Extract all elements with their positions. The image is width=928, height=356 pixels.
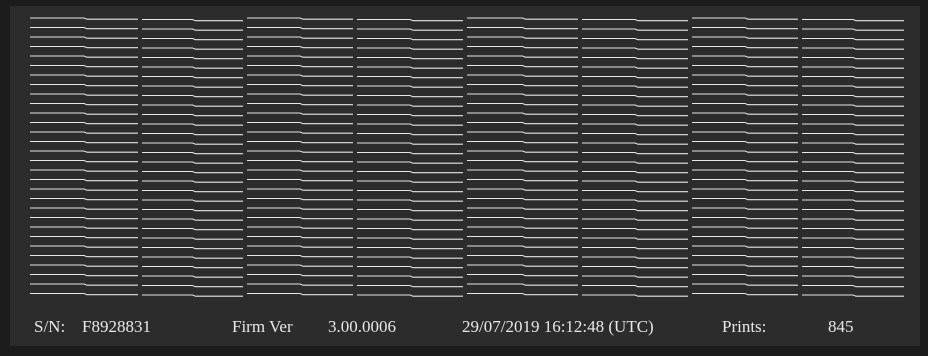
serial-value: F8928831 xyxy=(82,317,151,336)
serial-label: S/N: xyxy=(34,317,65,336)
prints-value: 845 xyxy=(828,317,854,336)
firmware-label: Firm Ver xyxy=(232,317,293,336)
timestamp: 29/07/2019 16:12:48 (UTC) xyxy=(462,317,654,336)
nozzle-check-print: S/N: F8928831 Firm Ver 3.00.0006 29/07/2… xyxy=(0,0,928,356)
prints-label: Prints: xyxy=(722,317,766,336)
print-sheet: S/N: F8928831 Firm Ver 3.00.0006 29/07/2… xyxy=(0,0,928,356)
firmware-value: 3.00.0006 xyxy=(328,317,396,336)
